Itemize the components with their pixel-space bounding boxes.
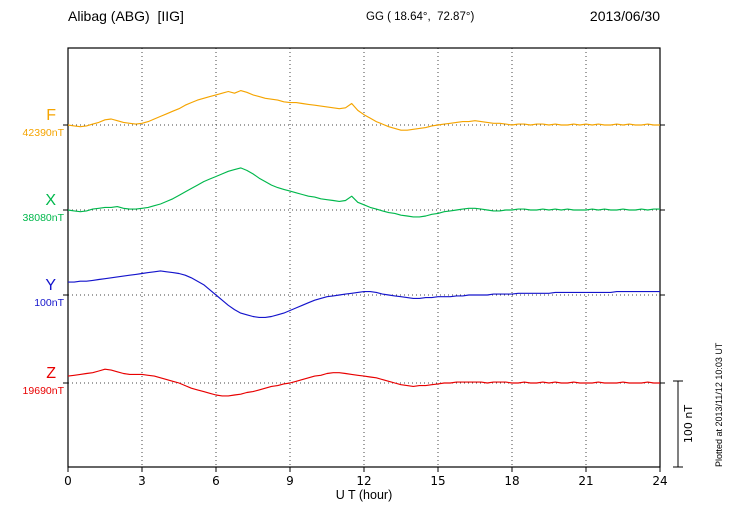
station-title: Alibag (ABG) [IIG] [68, 8, 184, 24]
x-tick-label-3: 3 [138, 474, 146, 488]
trace-F [67, 90, 660, 131]
trace-Z [67, 368, 660, 397]
plot-frame [67, 47, 661, 468]
geographic-coordinates: GG ( 18.64°, 72.87°) [366, 11, 475, 23]
trace-Y [68, 270, 660, 318]
series-baseline-X: 38080nT [22, 212, 64, 224]
series-baseline-Z: 19690nT [22, 385, 64, 397]
series-name-X: X [45, 192, 56, 209]
series-name-Y: Y [45, 277, 56, 294]
plotted-at-note: Plotted at 2013/11/12 10:03 UT [714, 342, 724, 467]
x-tick-label-21: 21 [578, 474, 593, 488]
observation-date: 2013/06/30 [589, 8, 660, 24]
x-tick-label-18: 18 [504, 474, 519, 488]
x-tick-label-12: 12 [356, 474, 371, 488]
series-name-Z: Z [46, 365, 56, 382]
series-baseline-F: 42390nT [22, 127, 64, 139]
x-tick-label-15: 15 [430, 474, 445, 488]
series-name-F: F [46, 107, 56, 124]
x-tick-label-24: 24 [652, 474, 667, 488]
x-axis-label: U T (hour) [335, 488, 393, 502]
scale-bar-label: 100 nT [682, 405, 695, 443]
series-baseline-Y: 100nT [34, 297, 64, 309]
x-tick-label-9: 9 [286, 474, 294, 488]
x-tick-label-6: 6 [212, 474, 220, 488]
x-tick-label-0: 0 [64, 474, 72, 488]
trace-X [67, 167, 660, 218]
